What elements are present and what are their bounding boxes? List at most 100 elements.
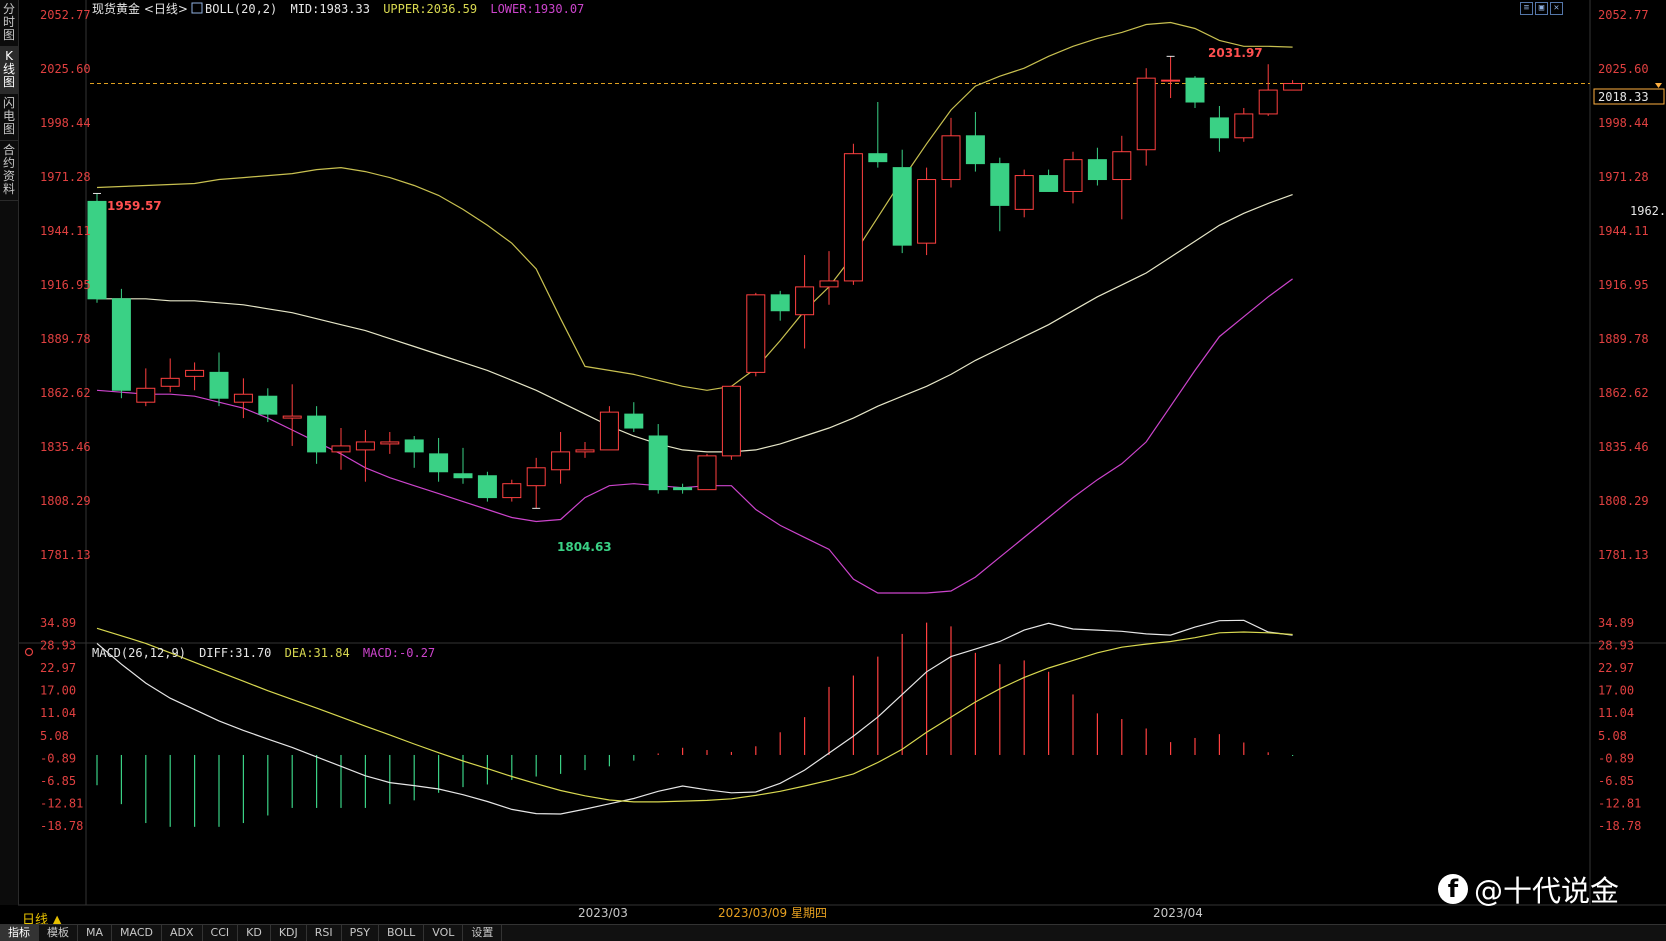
low-price-label: 1804.63 xyxy=(557,540,612,554)
candle xyxy=(990,157,1010,232)
tab-timeshare[interactable]: 分时图 xyxy=(0,0,18,47)
high-price-label: 2031.97 xyxy=(1208,46,1263,60)
tab-flash-chart[interactable]: 闪电图 xyxy=(0,94,18,141)
candle xyxy=(1063,151,1083,204)
tab-indicators[interactable]: 指标 xyxy=(0,925,39,941)
candle-body xyxy=(697,455,717,491)
watermark: f @十代说金 xyxy=(1438,868,1619,910)
axis-labels: 2052.77 2052.77 2025.60 2025.60 1998.44 1998.… xyxy=(40,8,1649,833)
macd-tick-right: -6.85 xyxy=(1598,774,1634,788)
candle-body xyxy=(282,415,302,419)
candle-body xyxy=(404,439,424,453)
candle xyxy=(160,358,180,393)
candle-body xyxy=(917,179,937,244)
candle xyxy=(575,441,595,458)
indicator-toolbar: 指标 模板 MA MACD ADX CCI KD KDJ RSI PSY BOL… xyxy=(0,924,1666,941)
candle xyxy=(307,406,327,464)
candle-body xyxy=(868,153,888,163)
macd-tick-left: 34.89 xyxy=(40,616,76,630)
price-tick-right: 1916.95 xyxy=(1598,278,1649,292)
svg-text:MACD(26,12,9) DIFF:31.70: MACD(26,12,9) DIFF:31.70 DEA:31.84 MACD:… xyxy=(92,646,435,660)
tab-vol[interactable]: VOL xyxy=(424,925,464,941)
macd-macd-value: MACD:-0.27 xyxy=(363,646,435,660)
tab-adx[interactable]: ADX xyxy=(162,925,203,941)
macd-tick-left: -18.78 xyxy=(40,819,83,833)
candle xyxy=(697,453,717,491)
price-tick-right: 1862.62 xyxy=(1598,386,1649,400)
tab-boll[interactable]: BOLL xyxy=(379,925,425,941)
macd-tick-left: 28.93 xyxy=(40,639,76,653)
tab-rsi[interactable]: RSI xyxy=(307,925,342,941)
candle-body xyxy=(307,415,327,453)
candle xyxy=(1014,169,1034,218)
price-tick-right: 1998.44 xyxy=(1598,116,1649,130)
macd-tick-right: 11.04 xyxy=(1598,706,1634,720)
candle xyxy=(355,430,375,482)
bollinger-bands xyxy=(96,21,1293,594)
candle-body xyxy=(673,487,693,491)
macd-tick-left: -12.81 xyxy=(40,796,83,810)
price-tick-left: 1944.11 xyxy=(40,224,91,238)
tab-kd[interactable]: KD xyxy=(238,925,271,941)
candle xyxy=(1234,107,1254,142)
candle-body xyxy=(1234,113,1254,139)
price-tick-left: 1889.78 xyxy=(40,332,91,346)
boll-upper-line xyxy=(96,21,1293,391)
close-window-icon[interactable]: ✕ xyxy=(1550,2,1563,15)
svg-text:BOLL(20,2) MID:1983.33: BOLL(20,2) MID:1983.33 UPPER:2036.59 LOW… xyxy=(205,2,584,16)
tab-templates[interactable]: 模板 xyxy=(39,925,78,941)
candle-body xyxy=(1283,83,1303,91)
macd-tick-right: 28.93 xyxy=(1598,639,1634,653)
tab-contract-info[interactable]: 合约资料 xyxy=(0,141,18,201)
tab-ma[interactable]: MA xyxy=(78,925,113,941)
tab-cci[interactable]: CCI xyxy=(203,925,239,941)
macd-settings-icon[interactable] xyxy=(24,647,34,657)
macd-tick-left: 17.00 xyxy=(40,684,76,698)
price-tick-right: 1808.29 xyxy=(1598,494,1649,508)
candle-body xyxy=(795,286,815,316)
candle xyxy=(673,483,693,494)
candle-body xyxy=(526,467,546,487)
price-tick-right: 1835.46 xyxy=(1598,440,1649,454)
macd-tick-left: 5.08 xyxy=(40,729,69,743)
macd-diff-line xyxy=(96,619,1293,815)
price-tick-left: 1862.62 xyxy=(40,386,91,400)
candle xyxy=(941,117,961,188)
tab-kdj[interactable]: KDJ xyxy=(271,925,307,941)
date-label-march: 2023/03 xyxy=(578,906,628,920)
candle-body xyxy=(453,473,473,479)
candle xyxy=(746,292,766,377)
left-view-tabs: 分时图 K线图 闪电图 合约资料 xyxy=(0,0,19,905)
price-marker-icon xyxy=(1655,83,1662,88)
candle-body xyxy=(721,385,741,457)
candle xyxy=(136,368,156,407)
candle xyxy=(1039,169,1059,192)
indicator-settings-icon[interactable] xyxy=(191,2,203,14)
candle-body xyxy=(1185,77,1205,103)
tab-kline[interactable]: K线图 xyxy=(0,47,18,94)
tile-window-icon[interactable]: ≡ xyxy=(1520,2,1533,15)
candle-body xyxy=(1039,175,1059,192)
candle-body xyxy=(258,395,278,415)
candle xyxy=(1087,147,1107,186)
candle-body xyxy=(892,167,912,246)
tab-psy[interactable]: PSY xyxy=(342,925,379,941)
macd-tick-left: -6.85 xyxy=(40,774,76,788)
candle-body xyxy=(136,387,156,403)
candle-body xyxy=(502,483,522,499)
candle-body xyxy=(160,377,180,387)
candle-body xyxy=(819,280,839,288)
tab-settings[interactable]: 设置 xyxy=(463,925,503,941)
current-price-box xyxy=(1593,88,1665,105)
candle-body xyxy=(1063,159,1083,192)
price-tick-left: 1916.95 xyxy=(40,278,91,292)
tab-macd[interactable]: MACD xyxy=(112,925,162,941)
candle xyxy=(1185,76,1205,108)
candle-body xyxy=(1112,151,1132,181)
restore-window-icon[interactable]: ▣ xyxy=(1535,2,1548,15)
macd-tick-right: 17.00 xyxy=(1598,684,1634,698)
candle xyxy=(1258,64,1278,116)
crosshair-price-value: 1962.37 xyxy=(1630,204,1666,218)
candle xyxy=(502,479,522,502)
